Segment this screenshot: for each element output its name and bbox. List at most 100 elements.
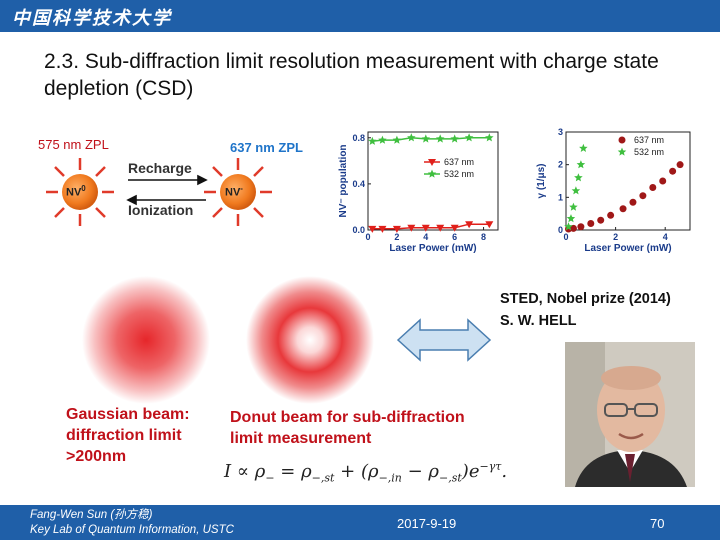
y-tick-label: 0.4	[352, 179, 365, 189]
intensity-formula: I ∝ ρ− = ρ−,st + (ρ−,in − ρ−,st)e−γτ.	[224, 460, 508, 485]
nvm-rays-icon	[204, 158, 272, 226]
series-532-nm	[564, 143, 588, 231]
data-point	[392, 225, 401, 233]
data-point	[435, 134, 445, 143]
data-point	[577, 223, 585, 231]
portrait-photo	[565, 342, 695, 487]
x-tick-label: 4	[663, 232, 668, 242]
data-point	[450, 134, 459, 143]
data-point	[407, 224, 416, 232]
gamma-rate-chart: 0 2 4 0 1 2 3 Laser Power (mW) γ (1/μs) 637 nm 532…	[536, 127, 691, 254]
series-line	[372, 137, 490, 142]
footer-author: Fang-Wen Sun (孙方稳)	[30, 509, 153, 521]
x-axis-label: Laser Power (mW)	[584, 243, 671, 254]
data-point	[569, 224, 577, 232]
nvm-label: NV-	[225, 184, 243, 199]
legend-marker	[427, 169, 437, 178]
donut-beam-spot	[246, 276, 374, 404]
data-point	[436, 224, 445, 232]
data-point	[659, 177, 667, 185]
data-point	[485, 133, 494, 142]
nv0-label: NV0	[66, 184, 86, 199]
legend-label: 532 nm	[444, 169, 474, 179]
data-point	[421, 224, 430, 232]
data-point	[587, 219, 595, 227]
series-637-nm	[368, 221, 494, 233]
plot-frame	[367, 131, 499, 231]
legend-marker	[428, 159, 436, 166]
data-point	[392, 135, 402, 144]
double-arrow-icon	[396, 318, 492, 362]
beam-profiles	[82, 276, 374, 404]
recharge-arrow-icon	[128, 174, 208, 186]
x-tick-label: 2	[613, 232, 618, 242]
legend-label: 532 nm	[634, 147, 664, 157]
data-point	[368, 136, 377, 145]
page-number: 70	[650, 516, 665, 531]
portrait-person-icon	[565, 342, 695, 487]
nv0-rays-icon	[46, 158, 114, 226]
data-point	[421, 134, 431, 143]
y-tick-label: 3	[558, 127, 563, 137]
nv-population-chart: 0 2 4 6 8 0.0 0.4 0.8 Laser Power (mW) NV⁻ popula…	[338, 131, 499, 254]
footer-bar	[0, 505, 720, 540]
data-point	[579, 143, 588, 152]
nv0-ball-icon	[62, 174, 98, 210]
series-637-nm	[564, 161, 684, 233]
data-point	[629, 198, 637, 206]
y-tick-label: 0.0	[352, 225, 365, 235]
footer-affiliation: Key Lab of Quantum Information, USTC	[30, 524, 234, 536]
ionization-label: Ionization	[128, 202, 194, 218]
zpl-575-label: 575 nm ZPL	[38, 137, 109, 152]
x-tick-label: 4	[423, 232, 428, 242]
data-point	[669, 167, 677, 175]
y-tick-label: 0.8	[352, 133, 365, 143]
data-point	[576, 160, 586, 169]
data-point	[649, 184, 657, 192]
data-point	[569, 202, 578, 211]
nvm-ball-icon	[220, 174, 256, 210]
recharge-label: Recharge	[128, 160, 192, 176]
data-point	[597, 216, 605, 224]
data-point	[465, 221, 474, 229]
legend-label: 637 nm	[444, 157, 474, 167]
data-point	[368, 225, 377, 233]
slide-title: 2.3. Sub-diffraction limit resolution me…	[44, 50, 659, 100]
x-tick-label: 2	[394, 232, 399, 242]
university-logo: 中国科学技术大学	[12, 8, 172, 29]
data-point	[571, 186, 581, 195]
y-axis-label: NV⁻ population	[338, 144, 349, 217]
data-point	[639, 192, 647, 200]
gaussian-beam-label: Gaussian beam: diffraction limit >200nm	[66, 406, 190, 465]
y-tick-label: 1	[558, 192, 563, 202]
plot-frame	[565, 131, 691, 231]
sted-caption: STED, Nobel prize (2014) S. W. HELL	[500, 288, 671, 332]
series-532-nm	[368, 133, 494, 145]
zpl-637-label: 637 nm ZPL	[230, 140, 303, 155]
data-point	[607, 211, 615, 219]
header-bar: 中国科学技术大学	[0, 0, 720, 32]
data-point	[378, 135, 387, 144]
data-point	[464, 133, 474, 142]
donut-beam-label: Donut beam for sub-diffraction limit mea…	[230, 409, 465, 447]
x-tick-label: 8	[481, 232, 486, 242]
footer-date: 2017-9-19	[397, 516, 457, 531]
legend-marker	[617, 147, 627, 156]
data-point	[566, 214, 576, 223]
x-tick-label: 0	[563, 232, 568, 242]
data-point	[485, 221, 494, 229]
data-point	[407, 133, 416, 142]
data-point	[619, 205, 627, 213]
sted-name-line: S. W. HELL	[500, 313, 577, 329]
data-point	[450, 224, 459, 232]
legend-marker	[618, 136, 626, 144]
ionization-arrow-icon	[126, 194, 206, 206]
data-point	[676, 161, 684, 169]
nv-diagram-graphic	[46, 158, 272, 226]
gaussian-beam-spot	[82, 276, 210, 404]
y-tick-label: 2	[558, 160, 563, 170]
data-point	[574, 173, 583, 182]
x-tick-label: 6	[452, 232, 457, 242]
sted-nobel-line: STED, Nobel prize (2014)	[500, 291, 671, 307]
x-tick-label: 0	[365, 232, 370, 242]
